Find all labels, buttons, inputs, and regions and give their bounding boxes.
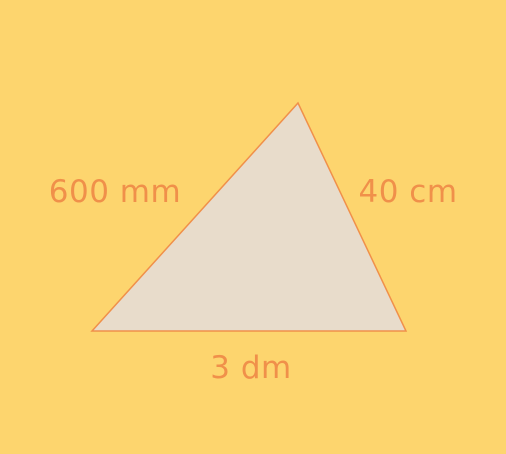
bottom-side-label: 3 dm	[210, 350, 291, 386]
left-side-label: 600 mm	[49, 174, 181, 210]
triangle-shape	[90, 101, 408, 332]
right-side-label: 40 cm	[358, 174, 457, 210]
